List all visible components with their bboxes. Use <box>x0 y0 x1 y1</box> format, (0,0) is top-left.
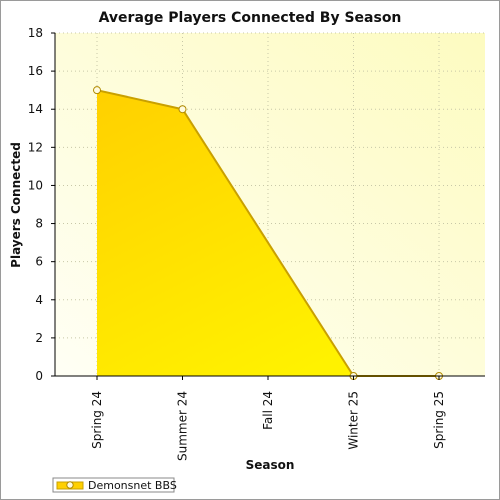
y-tick-label: 18 <box>28 26 43 40</box>
legend-label: Demonsnet BBS <box>88 479 177 492</box>
y-tick-label: 14 <box>28 102 43 116</box>
chart-title: Average Players Connected By Season <box>99 10 402 26</box>
y-tick-label: 6 <box>35 255 43 269</box>
y-axis-title: Players Connected <box>9 142 23 268</box>
x-tick-label: Winter 25 <box>347 391 361 450</box>
y-tick-label: 10 <box>28 178 43 192</box>
data-point <box>93 86 101 95</box>
axes <box>51 32 485 380</box>
x-tick-labels: Spring 24 Summer 24 Fall 24 Winter 25 Spring… <box>90 391 446 461</box>
x-tick-label: Fall 24 <box>261 391 275 430</box>
x-tick-label: Spring 24 <box>90 391 104 449</box>
y-tick-labels: 0 2 4 6 8 10 12 14 16 18 <box>28 26 43 383</box>
y-tick-label: 2 <box>35 331 43 345</box>
series-line-segment <box>181 108 355 377</box>
y-tick-label: 16 <box>28 64 43 78</box>
legend: Demonsnet BBS <box>52 477 177 493</box>
x-tick-label: Summer 24 <box>176 391 190 461</box>
x-tick-label: Spring 25 <box>432 391 446 449</box>
y-tick-label: 0 <box>35 369 43 383</box>
y-tick-label: 8 <box>35 217 43 231</box>
area-fill <box>97 90 439 377</box>
legend-marker <box>66 481 74 489</box>
y-tick-label: 4 <box>35 293 43 307</box>
series-line-segment <box>96 89 183 111</box>
data-point <box>178 105 187 114</box>
series-area <box>97 90 439 377</box>
y-tick-label: 12 <box>28 140 43 154</box>
x-axis-title: Season <box>246 458 295 472</box>
